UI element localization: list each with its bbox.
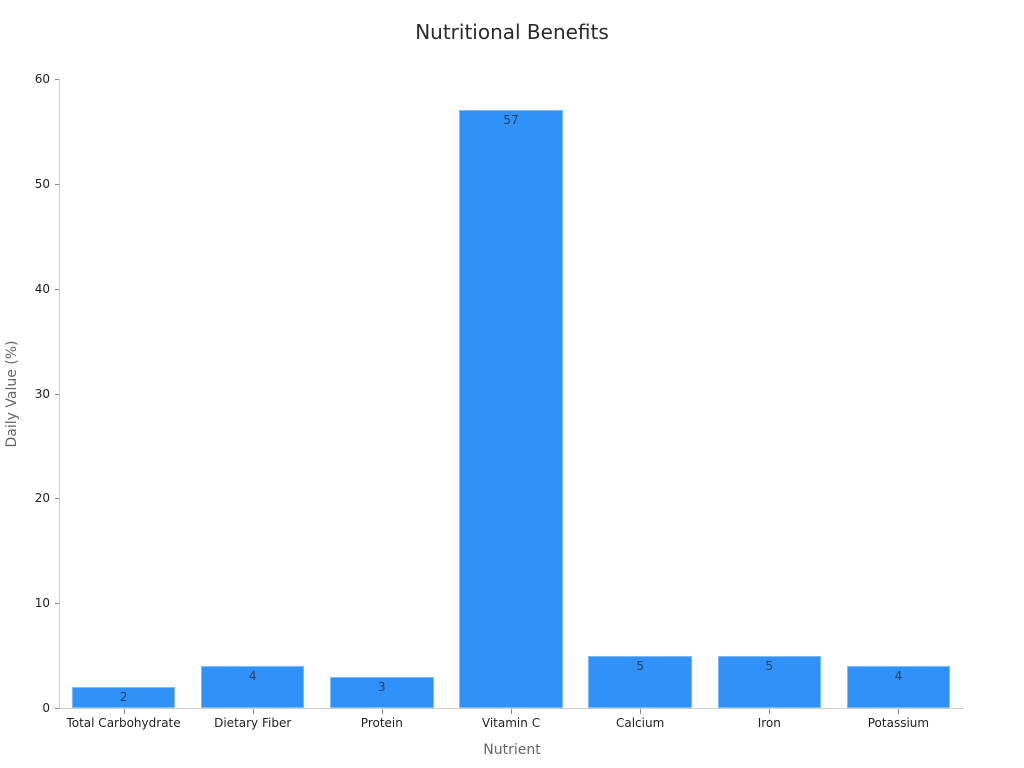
y-tick: 60 <box>0 72 60 86</box>
x-tick-label: Calcium <box>615 716 665 730</box>
x-tick-mark <box>898 709 899 714</box>
y-tick-label: 60 <box>34 72 50 86</box>
y-tick-label: 20 <box>34 491 50 506</box>
y-tick-mark <box>55 183 60 185</box>
bar-total-carbohydrate: 2 <box>71 687 176 708</box>
bar-vitamin-c: 57 <box>459 110 563 708</box>
y-axis-line <box>59 79 60 709</box>
y-tick-label: 10 <box>34 596 50 611</box>
x-axis-label: Nutrient <box>483 742 541 758</box>
y-tick-mark <box>55 79 60 80</box>
x-tick-label: Dietary Fiber <box>214 716 292 730</box>
y-tick-mark <box>55 498 60 500</box>
y-tick: 50 <box>0 177 60 191</box>
x-tick-mark <box>511 709 512 714</box>
x-tick-mark <box>124 709 125 714</box>
bar-iron: 5 <box>717 655 821 708</box>
y-tick-label: 0 <box>42 701 50 715</box>
y-tick: 0 <box>0 701 60 715</box>
bar-protein: 3 <box>330 676 434 708</box>
y-axis-label: Daily Value (%) <box>4 340 20 448</box>
x-tick-label: Protein <box>360 716 403 730</box>
bar-value-label: 5 <box>765 658 774 673</box>
y-tick: 10 <box>0 596 60 610</box>
x-tick-mark <box>382 709 383 714</box>
y-tick-mark <box>55 603 60 605</box>
chart-title: Nutritional Benefits <box>415 20 609 44</box>
x-tick-label: Total Carbohydrate <box>66 716 181 730</box>
y-tick: 30 <box>0 387 60 401</box>
bar-value-label: 57 <box>503 113 519 128</box>
bar-value-label: 4 <box>894 669 903 684</box>
bar-value-label: 5 <box>636 658 644 673</box>
x-tick-mark <box>640 709 641 714</box>
y-tick: 40 <box>0 282 60 296</box>
bar-value-label: 3 <box>378 679 386 694</box>
x-tick-label: Potassium <box>867 716 930 730</box>
x-tick-label: Iron <box>757 716 781 730</box>
x-tick-label: Vitamin C <box>481 716 541 730</box>
bar-dietary-fiber: 4 <box>201 666 305 708</box>
y-tick: 20 <box>0 491 60 505</box>
bar-potassium: 4 <box>846 666 951 708</box>
y-tick-mark <box>55 288 60 290</box>
bar-value-label: 2 <box>119 690 128 705</box>
y-tick-label: 30 <box>34 386 50 401</box>
x-tick-mark <box>253 709 254 714</box>
y-tick-mark <box>55 708 60 709</box>
bar-value-label: 4 <box>248 669 257 684</box>
y-tick-label: 50 <box>34 176 50 191</box>
x-axis-line <box>59 708 964 709</box>
y-tick-mark <box>55 393 60 395</box>
x-tick-mark <box>769 709 770 714</box>
bar-calcium: 5 <box>588 655 692 708</box>
y-tick-label: 40 <box>34 281 50 296</box>
